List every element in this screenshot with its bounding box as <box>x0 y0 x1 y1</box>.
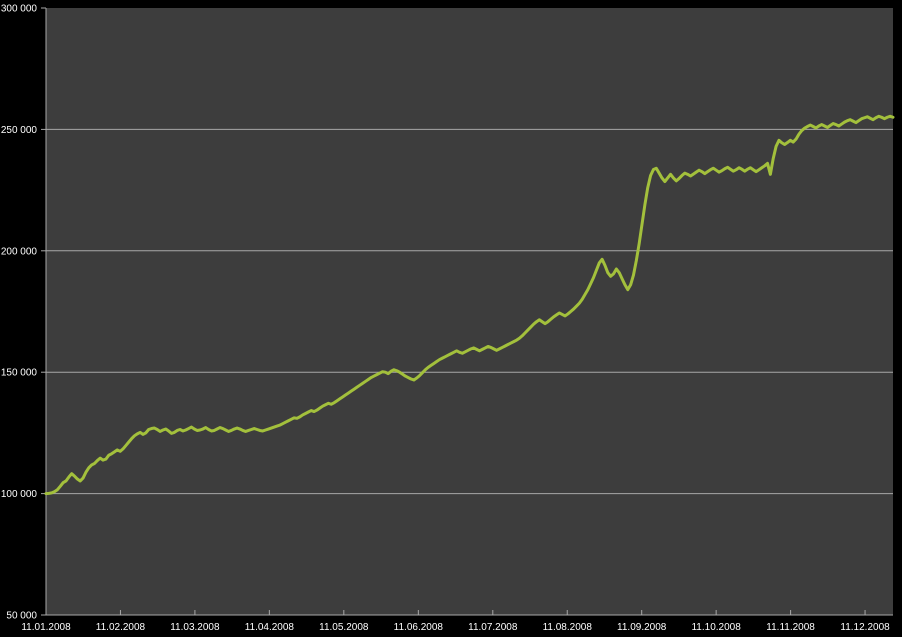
x-tick-labels: 11.01.2008 11.02.2008 11.03.2008 11.04.2008… <box>21 622 890 633</box>
y-tick-label: 150 000 <box>1 368 38 379</box>
x-tick-label: 11.04.2008 <box>245 622 295 633</box>
y-tick-label: 250 000 <box>1 125 38 136</box>
x-tick-label: 11.03.2008 <box>170 622 220 633</box>
y-tick-label: 50 000 <box>6 611 37 622</box>
x-tick-label: 11.02.2008 <box>96 622 146 633</box>
x-tick-label: 11.07.2008 <box>468 622 518 633</box>
x-tick-label: 11.10.2008 <box>691 622 741 633</box>
x-tick-label: 11.12.2008 <box>840 622 890 633</box>
equity-series-line <box>44 114 895 496</box>
x-axis-ticks <box>45 610 866 615</box>
y-tick-label: 100 000 <box>1 489 38 500</box>
y-tick-label: 300 000 <box>1 4 38 15</box>
x-tick-label: 11.06.2008 <box>394 622 444 633</box>
x-tick-label: 11.05.2008 <box>319 622 369 633</box>
x-tick-label: 11.01.2008 <box>21 622 71 633</box>
plot-area-background <box>46 8 893 615</box>
y-tick-labels: 50 000 100 000 150 000 200 000 250 000 300 00… <box>1 4 46 622</box>
y-tick-label: 200 000 <box>1 246 38 257</box>
y-gridlines <box>46 128 893 495</box>
x-tick-label: 11.09.2008 <box>617 622 667 633</box>
x-tick-label: 11.11.2008 <box>766 622 815 633</box>
x-tick-label: 11.08.2008 <box>543 622 593 633</box>
